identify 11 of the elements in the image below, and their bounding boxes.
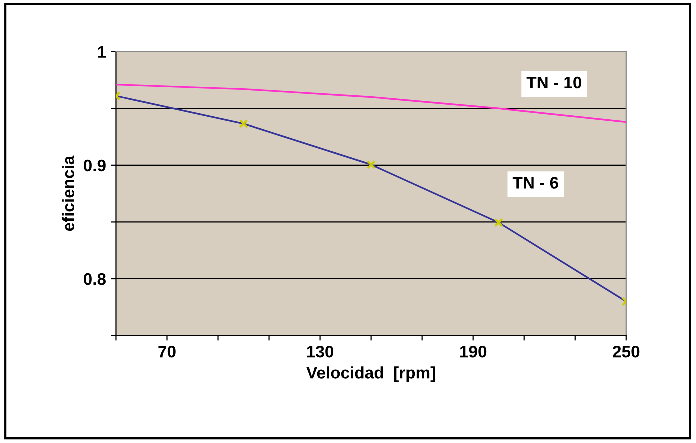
- x-tick-label: 190: [460, 346, 487, 358]
- y-tick-label: 0.9: [84, 160, 106, 172]
- y-tick-label: 1: [98, 46, 106, 58]
- series-label: TN - 10: [526, 76, 582, 89]
- x-tick-label: 70: [158, 346, 176, 358]
- y-tick-label: 0.8: [84, 273, 106, 286]
- x-tick-label: 250: [613, 346, 640, 358]
- x-tick-label: 130: [307, 346, 334, 358]
- series-label: TN - 6: [512, 177, 558, 189]
- y-axis-title: eficiencia: [62, 156, 74, 232]
- x-axis-title: Velocidad [rpm]: [306, 366, 436, 382]
